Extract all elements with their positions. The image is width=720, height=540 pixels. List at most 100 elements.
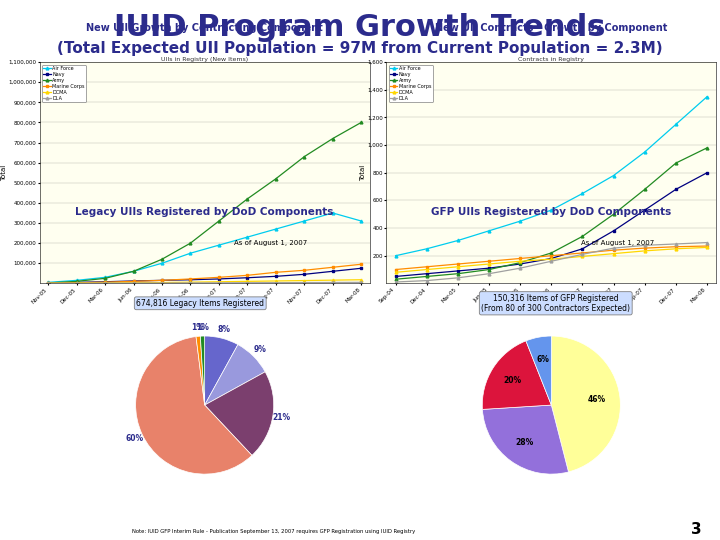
Marine Corps bbox=[485, 258, 493, 265]
Army bbox=[672, 160, 680, 166]
DCMA bbox=[703, 244, 711, 251]
Air Force bbox=[72, 277, 81, 284]
Text: 21%: 21% bbox=[273, 413, 291, 422]
Navy bbox=[72, 279, 81, 286]
Army bbox=[300, 153, 309, 160]
Army bbox=[516, 259, 524, 266]
Army bbox=[271, 176, 280, 182]
Navy bbox=[703, 170, 711, 176]
Army bbox=[158, 256, 166, 262]
Air Force bbox=[423, 246, 431, 252]
DLA bbox=[243, 280, 252, 286]
DCMA bbox=[44, 280, 53, 287]
DLA bbox=[101, 280, 109, 286]
Air Force bbox=[516, 218, 524, 225]
Army bbox=[578, 233, 587, 240]
DCMA bbox=[423, 266, 431, 273]
DLA bbox=[485, 271, 493, 277]
Air Force bbox=[672, 121, 680, 127]
Air Force bbox=[44, 279, 53, 286]
Air Force bbox=[300, 218, 309, 224]
Marine Corps bbox=[101, 279, 109, 286]
DLA bbox=[72, 280, 81, 287]
DLA bbox=[158, 280, 166, 286]
Line: Air Force: Air Force bbox=[47, 212, 363, 284]
Text: New UII Growth by Contracting Component: New UII Growth by Contracting Component bbox=[86, 23, 323, 33]
Navy bbox=[516, 261, 524, 267]
Line: Navy: Navy bbox=[47, 267, 363, 285]
Air Force bbox=[158, 260, 166, 267]
Text: 3: 3 bbox=[691, 522, 702, 537]
Text: 1%: 1% bbox=[191, 323, 204, 332]
Text: 6%: 6% bbox=[536, 355, 549, 364]
Legend: Air Force, Navy, Army, Marine Corps, DCMA, DLA: Air Force, Navy, Army, Marine Corps, DCM… bbox=[42, 65, 86, 102]
DLA bbox=[641, 242, 649, 248]
Text: 46%: 46% bbox=[588, 395, 606, 404]
DCMA bbox=[672, 246, 680, 252]
Marine Corps bbox=[271, 269, 280, 275]
Marine Corps bbox=[186, 276, 195, 282]
Wedge shape bbox=[204, 372, 274, 455]
Air Force bbox=[609, 172, 618, 179]
Marine Corps bbox=[547, 253, 556, 259]
Navy bbox=[641, 207, 649, 213]
Line: DCMA: DCMA bbox=[395, 246, 708, 274]
DLA bbox=[215, 280, 223, 286]
Marine Corps bbox=[72, 280, 81, 286]
Line: Army: Army bbox=[47, 121, 363, 285]
Marine Corps bbox=[328, 264, 337, 271]
Air Force bbox=[641, 148, 649, 155]
Line: DLA: DLA bbox=[47, 281, 363, 285]
Text: As of August 1, 2007: As of August 1, 2007 bbox=[581, 240, 654, 246]
Wedge shape bbox=[200, 336, 204, 405]
Marine Corps bbox=[516, 255, 524, 262]
Marine Corps bbox=[641, 245, 649, 251]
Navy bbox=[101, 279, 109, 285]
DLA bbox=[328, 279, 337, 286]
Air Force bbox=[485, 227, 493, 234]
Text: IUID Program Growth Trends: IUID Program Growth Trends bbox=[114, 14, 606, 43]
Air Force bbox=[215, 242, 223, 248]
DLA bbox=[300, 279, 309, 286]
DCMA bbox=[328, 277, 337, 284]
Text: 60%: 60% bbox=[125, 434, 143, 443]
Title: Contracts in Registry: Contracts in Registry bbox=[518, 57, 585, 62]
Marine Corps bbox=[672, 244, 680, 250]
DCMA bbox=[72, 280, 81, 286]
Air Force bbox=[271, 226, 280, 232]
Line: Army: Army bbox=[395, 146, 708, 281]
Text: New UII Contracts - Growth by Component: New UII Contracts - Growth by Component bbox=[435, 23, 667, 33]
DCMA bbox=[609, 251, 618, 257]
Navy bbox=[158, 277, 166, 284]
DLA bbox=[271, 279, 280, 286]
Army bbox=[703, 145, 711, 151]
Marine Corps bbox=[609, 247, 618, 253]
Navy bbox=[44, 280, 53, 286]
Legend: Air Force, Navy, Army, Marine Corps, DCMA, DLA: Air Force, Navy, Army, Marine Corps, DCM… bbox=[389, 65, 433, 102]
Army bbox=[454, 271, 462, 277]
DLA bbox=[578, 251, 587, 258]
DLA bbox=[391, 279, 400, 285]
Army bbox=[547, 249, 556, 256]
Navy bbox=[454, 268, 462, 274]
Marine Corps bbox=[44, 280, 53, 286]
Line: Marine Corps: Marine Corps bbox=[395, 245, 708, 271]
DLA bbox=[547, 258, 556, 265]
Y-axis label: Total: Total bbox=[360, 165, 366, 181]
DLA bbox=[516, 265, 524, 272]
Navy bbox=[578, 246, 587, 252]
Army bbox=[101, 275, 109, 281]
DLA bbox=[129, 280, 138, 286]
Army bbox=[423, 273, 431, 280]
Wedge shape bbox=[204, 336, 238, 405]
Marine Corps bbox=[129, 278, 138, 285]
Army bbox=[609, 211, 618, 218]
DCMA bbox=[578, 253, 587, 260]
DLA bbox=[186, 280, 195, 286]
Navy bbox=[243, 274, 252, 281]
Marine Corps bbox=[454, 261, 462, 267]
Wedge shape bbox=[526, 336, 552, 405]
Text: 9%: 9% bbox=[253, 346, 266, 354]
Army bbox=[72, 278, 81, 285]
Navy bbox=[547, 255, 556, 262]
